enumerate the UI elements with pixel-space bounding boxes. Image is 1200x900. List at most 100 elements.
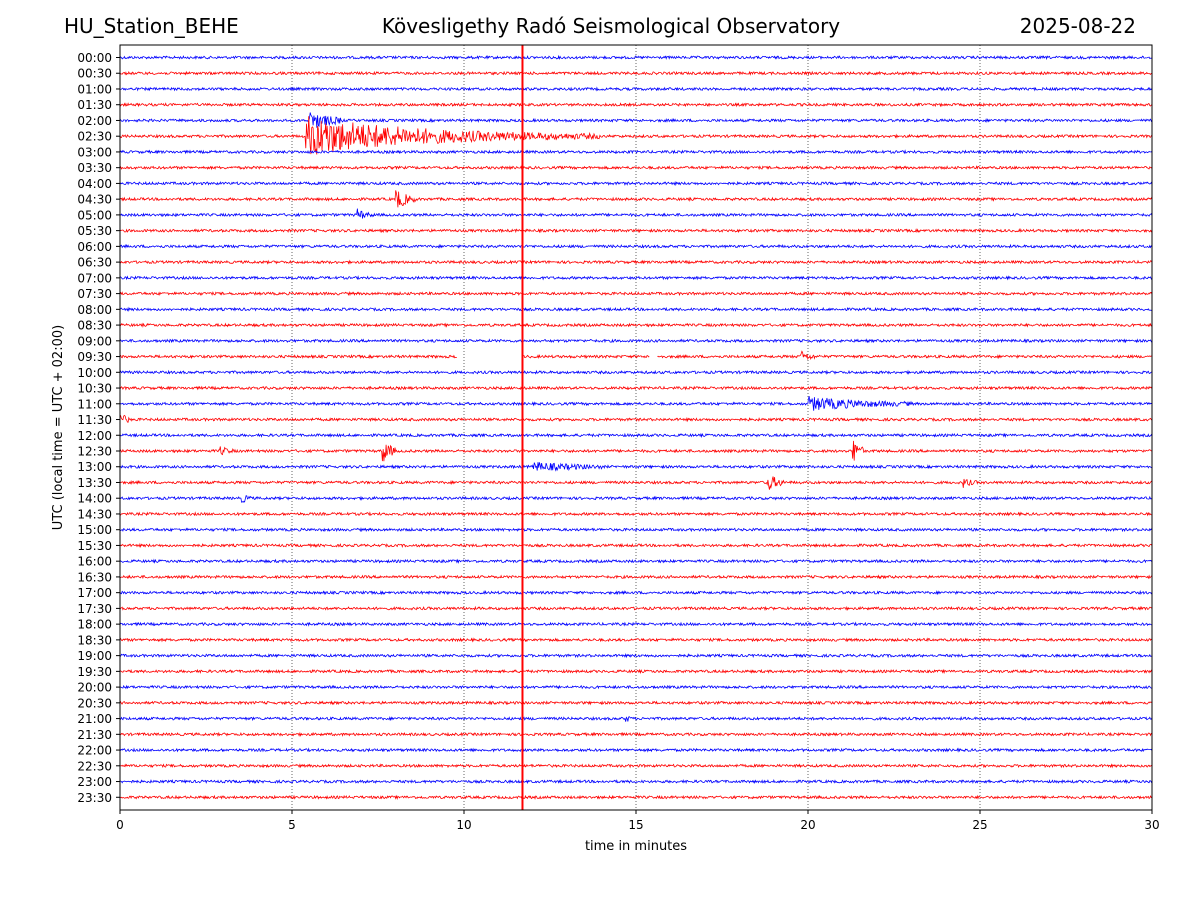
trace-2030 xyxy=(119,700,1153,706)
y-tick-label: 11:00 xyxy=(77,397,112,411)
trace-0230 xyxy=(119,116,1153,155)
y-tick-label: 06:30 xyxy=(77,256,112,270)
trace-1930 xyxy=(119,668,1153,675)
trace-2230 xyxy=(119,763,1153,769)
trace-0600 xyxy=(119,243,1153,249)
y-tick-label: 21:00 xyxy=(77,712,112,726)
trace-1030 xyxy=(119,385,1153,391)
x-tick-label: 25 xyxy=(972,818,987,832)
y-tick-label: 10:00 xyxy=(77,366,112,380)
trace-2200 xyxy=(119,747,1153,753)
y-tick-label: 21:30 xyxy=(77,728,112,742)
y-tick-label: 18:30 xyxy=(77,633,112,647)
y-tick-label: 08:00 xyxy=(77,303,112,317)
trace-0200 xyxy=(119,112,1153,128)
trace-0400 xyxy=(119,180,1153,187)
y-tick-label: 20:00 xyxy=(77,681,112,695)
trace-0930 xyxy=(119,350,1153,361)
y-tick-label: 01:00 xyxy=(77,82,112,96)
y-tick-label: 15:30 xyxy=(77,539,112,553)
trace-0300 xyxy=(119,149,1153,155)
trace-2000 xyxy=(120,684,1153,690)
trace-1000 xyxy=(119,369,1153,375)
y-axis-label: UTC (local time = UTC + 02:00) xyxy=(51,325,66,530)
trace-1730 xyxy=(119,605,1153,612)
x-tick-label: 10 xyxy=(456,818,471,832)
y-tick-label: 00:30 xyxy=(77,67,112,81)
y-tick-label: 13:30 xyxy=(77,476,112,490)
x-tick-label: 0 xyxy=(116,818,124,832)
trace-1830 xyxy=(119,637,1153,643)
y-tick-label: 05:00 xyxy=(77,208,112,222)
y-tick-label: 07:00 xyxy=(77,271,112,285)
y-tick-label: 07:30 xyxy=(77,287,112,301)
y-tick-label: 19:00 xyxy=(77,649,112,663)
y-tick-label: 01:30 xyxy=(77,98,112,112)
trace-1500 xyxy=(119,527,1153,533)
trace-0700 xyxy=(119,275,1153,281)
trace-0430 xyxy=(119,190,1153,208)
y-tick-label: 09:30 xyxy=(77,350,112,364)
x-tick-label: 5 xyxy=(288,818,296,832)
trace-1100 xyxy=(119,396,1153,411)
trace-0800 xyxy=(119,306,1152,312)
x-axis-ticks: 0 5 10 15 20 25 30 xyxy=(116,810,1160,832)
y-tick-label: 04:30 xyxy=(77,193,112,207)
y-tick-label: 04:00 xyxy=(77,177,112,191)
trace-1530 xyxy=(119,542,1153,549)
y-tick-label: 17:00 xyxy=(77,586,112,600)
y-tick-label: 02:30 xyxy=(77,130,112,144)
trace-0330 xyxy=(119,165,1153,171)
y-tick-label: 17:30 xyxy=(77,602,112,616)
x-tick-label: 20 xyxy=(800,818,815,832)
trace-0000 xyxy=(119,54,1152,61)
y-tick-label: 08:30 xyxy=(77,319,112,333)
trace-2330 xyxy=(119,794,1153,800)
y-tick-label: 22:00 xyxy=(77,744,112,758)
trace-1600 xyxy=(119,558,1153,564)
trace-1230 xyxy=(119,440,1153,462)
y-tick-label: 15:00 xyxy=(77,523,112,537)
trace-1430 xyxy=(119,511,1153,517)
y-tick-label: 23:30 xyxy=(77,791,112,805)
plot-date: 2025-08-22 xyxy=(1019,14,1136,38)
observatory-title: Kövesligethy Radó Seismological Observat… xyxy=(381,14,841,38)
trace-1630 xyxy=(119,574,1153,580)
trace-0630 xyxy=(119,259,1153,265)
y-tick-label: 12:30 xyxy=(77,445,112,459)
trace-2130 xyxy=(119,731,1153,737)
trace-1130 xyxy=(119,414,1153,423)
trace-0030 xyxy=(119,70,1153,76)
y-tick-label: 19:30 xyxy=(77,665,112,679)
y-tick-label: 03:00 xyxy=(77,145,112,159)
y-tick-label: 03:30 xyxy=(77,161,112,175)
y-tick-label: 06:00 xyxy=(77,240,112,254)
trace-1400 xyxy=(119,495,1153,503)
trace-0530 xyxy=(119,228,1153,234)
trace-1900 xyxy=(119,653,1152,659)
y-tick-label: 16:30 xyxy=(77,570,112,584)
station-name: HU_Station_BEHE xyxy=(64,14,239,38)
grid-lines xyxy=(291,45,981,810)
y-tick-label: 13:00 xyxy=(77,460,112,474)
x-tick-label: 30 xyxy=(1144,818,1159,832)
y-tick-label: 10:30 xyxy=(77,382,112,396)
trace-1200 xyxy=(119,432,1153,439)
trace-0830 xyxy=(119,322,1153,328)
y-tick-label: 05:30 xyxy=(77,224,112,238)
trace-0130 xyxy=(119,102,1153,108)
y-tick-label: 18:00 xyxy=(77,618,112,632)
y-tick-label: 00:00 xyxy=(77,51,112,65)
trace-2100 xyxy=(119,715,1153,722)
trace-1700 xyxy=(119,589,1153,596)
trace-0730 xyxy=(119,291,1153,297)
x-axis-label: time in minutes xyxy=(585,839,687,854)
trace-2300 xyxy=(119,779,1153,785)
y-tick-label: 16:00 xyxy=(77,555,112,569)
y-tick-label: 14:00 xyxy=(77,492,112,506)
trace-0500 xyxy=(119,208,1153,219)
x-tick-label: 15 xyxy=(628,818,643,832)
y-tick-label: 23:00 xyxy=(77,775,112,789)
